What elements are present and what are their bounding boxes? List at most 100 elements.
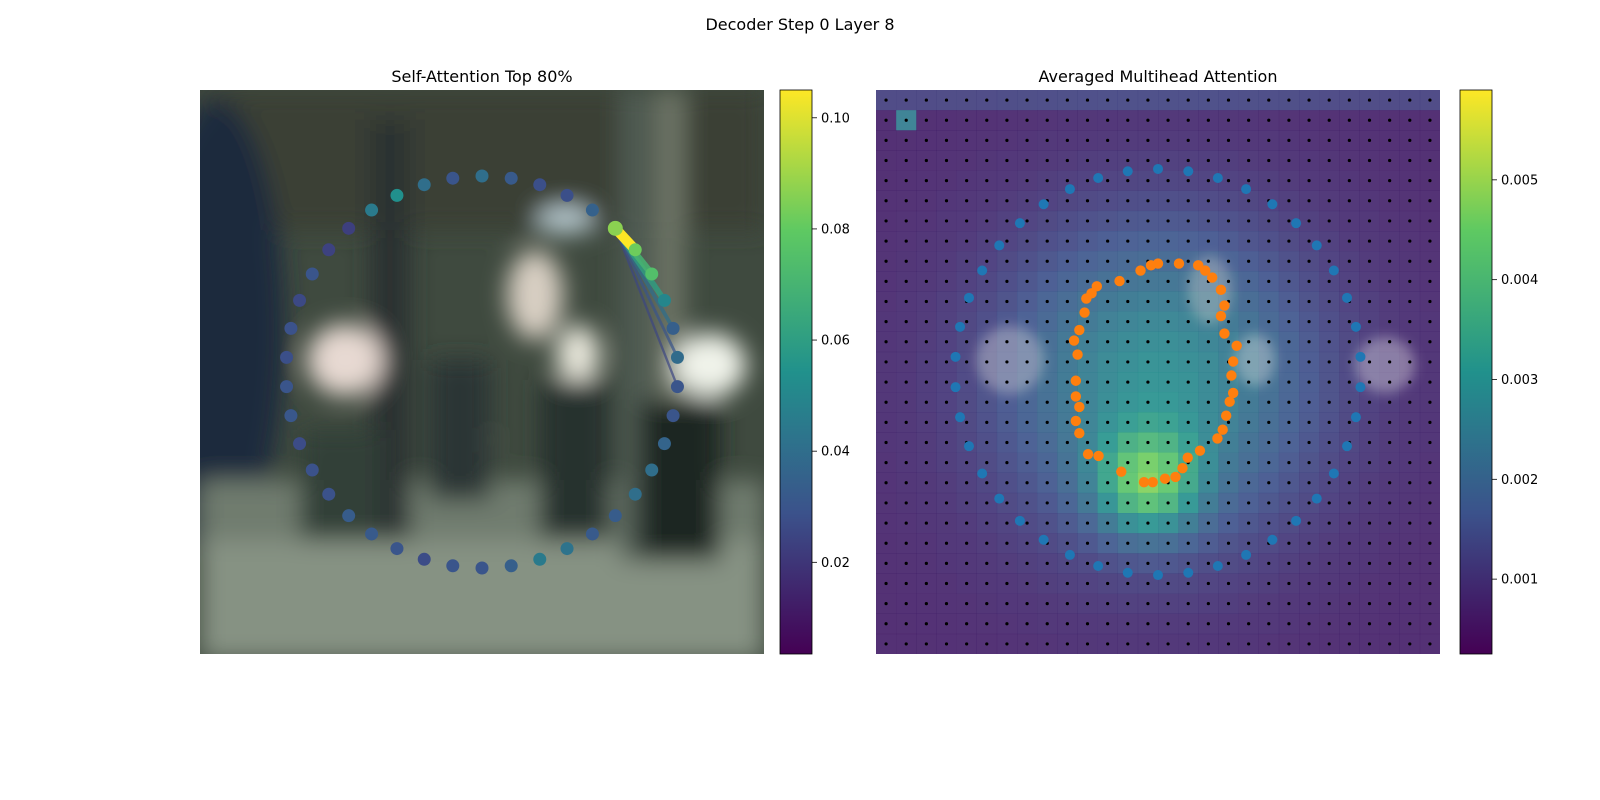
inner-keypoint xyxy=(1068,335,1080,346)
grid-dot xyxy=(1388,602,1392,606)
grid-dot xyxy=(1226,622,1231,626)
colorbar-b-gradient xyxy=(1459,89,1493,655)
grid-dot xyxy=(884,279,888,283)
grid-dot xyxy=(1388,219,1392,223)
grid-dot xyxy=(1367,219,1372,223)
grid-dot xyxy=(944,259,949,263)
grid-dot xyxy=(1186,118,1190,122)
grid-dot xyxy=(1367,420,1372,424)
grid-dot xyxy=(1247,340,1251,344)
grid-dot xyxy=(1045,179,1049,183)
grid-dot xyxy=(904,279,908,283)
grid-dot xyxy=(1428,340,1432,344)
inner-keypoint xyxy=(1082,448,1094,460)
grid-dot xyxy=(1388,279,1392,283)
keypoint-node xyxy=(504,559,518,573)
grid-dot xyxy=(1428,259,1432,263)
grid-dot xyxy=(1146,541,1150,545)
grid-dot xyxy=(1226,138,1231,142)
grid-dot xyxy=(985,118,989,122)
grid-dot xyxy=(1226,320,1231,324)
grid-dot xyxy=(1045,299,1049,304)
grid-dot xyxy=(1327,279,1331,283)
grid-dot xyxy=(1267,360,1271,364)
grid-dot xyxy=(1065,481,1069,485)
grid-dot xyxy=(904,199,908,203)
inner-keypoint xyxy=(1217,424,1228,435)
grid-dot xyxy=(1226,521,1231,525)
grid-dot xyxy=(1226,602,1231,606)
grid-dot xyxy=(985,420,989,424)
grid-dot xyxy=(1247,320,1251,324)
grid-dot xyxy=(1327,138,1331,142)
grid-dot xyxy=(1085,642,1090,646)
keypoint-node xyxy=(533,178,547,192)
grid-dot xyxy=(1408,239,1412,243)
grid-dot xyxy=(1045,138,1049,142)
grid-dot xyxy=(1186,179,1190,183)
grid-dot xyxy=(1347,380,1351,384)
grid-dot xyxy=(924,481,928,485)
inner-keypoint xyxy=(1207,272,1218,283)
grid-dot xyxy=(1005,400,1009,404)
grid-dot xyxy=(1206,481,1210,485)
grid-dot xyxy=(1005,602,1009,606)
grid-dot xyxy=(1025,199,1029,203)
inner-keypoint xyxy=(1072,349,1083,360)
grid-dot xyxy=(1045,440,1049,445)
outer-keypoint xyxy=(1328,265,1339,276)
grid-dot xyxy=(1388,98,1392,102)
keypoint-node xyxy=(342,509,356,523)
grid-dot xyxy=(1307,158,1311,163)
grid-dot xyxy=(904,239,908,243)
grid-dot xyxy=(1327,440,1331,445)
grid-dot xyxy=(1428,320,1432,324)
grid-dot xyxy=(1388,158,1392,163)
keypoint-node xyxy=(585,527,599,541)
grid-dot xyxy=(965,602,969,606)
grid-dot xyxy=(1267,461,1271,465)
grid-dot xyxy=(944,118,949,122)
outer-keypoint xyxy=(1212,561,1223,572)
grid-dot xyxy=(1206,158,1210,163)
grid-dot xyxy=(1267,481,1271,485)
grid-dot xyxy=(944,179,949,183)
grid-dot xyxy=(1005,179,1009,183)
grid-dot xyxy=(1146,440,1150,445)
grid-dot xyxy=(1307,501,1311,505)
grid-dot xyxy=(1005,501,1009,505)
grid-dot xyxy=(1005,561,1009,565)
grid-dot xyxy=(1408,440,1412,445)
grid-dot xyxy=(1166,642,1170,646)
outer-keypoint xyxy=(1183,166,1194,177)
grid-dot xyxy=(904,642,908,646)
grid-dot xyxy=(1267,521,1271,525)
grid-dot xyxy=(884,380,888,384)
grid-dot xyxy=(965,642,969,646)
grid-dot xyxy=(1388,622,1392,626)
grid-dot xyxy=(1287,320,1291,324)
grid-dot xyxy=(1085,400,1090,404)
grid-dot xyxy=(1388,501,1392,505)
grid-dot xyxy=(985,158,989,163)
grid-dot xyxy=(1408,541,1412,545)
grid-dot xyxy=(1025,118,1029,122)
grid-dot xyxy=(965,179,969,183)
grid-dot xyxy=(884,622,888,626)
grid-dot xyxy=(1206,299,1210,304)
grid-dot xyxy=(1347,521,1351,525)
grid-dot xyxy=(1126,360,1130,364)
grid-dot xyxy=(1025,501,1029,505)
grid-dot xyxy=(1226,440,1231,445)
grid-dot xyxy=(1005,199,1009,203)
grid-dot xyxy=(1408,602,1412,606)
grid-dot xyxy=(1408,642,1412,646)
grid-dot xyxy=(944,541,949,545)
grid-dot xyxy=(1327,158,1331,163)
grid-dot xyxy=(1247,138,1251,142)
grid-dot xyxy=(944,481,949,485)
grid-dot xyxy=(1085,561,1090,565)
grid-dot xyxy=(1226,380,1231,384)
grid-dot xyxy=(1025,581,1029,586)
grid-dot xyxy=(1247,501,1251,505)
